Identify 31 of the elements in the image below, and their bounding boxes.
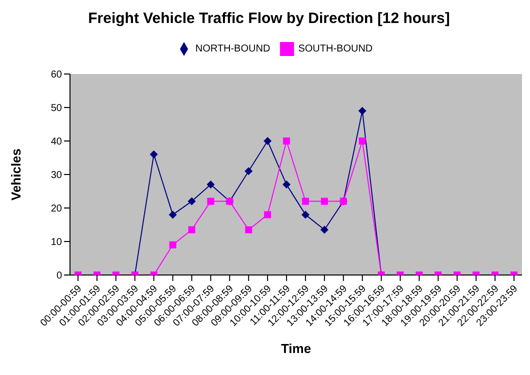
y-axis-title: Vehicles <box>8 148 24 201</box>
y-tick-label: 0 <box>56 270 62 282</box>
point <box>264 137 272 145</box>
point <box>302 198 309 205</box>
y-tick-label: 40 <box>50 136 62 148</box>
legend-label: SOUTH-BOUND <box>298 44 373 55</box>
y-tick-label: 10 <box>50 237 62 248</box>
point <box>283 138 290 144</box>
point <box>244 167 253 176</box>
point <box>168 210 177 219</box>
legend-label: NORTH-BOUND <box>195 44 270 55</box>
point <box>206 180 215 189</box>
point <box>150 150 158 158</box>
y-tick-label: 60 <box>50 70 62 81</box>
chart-title: Freight Vehicle Traffic Flow by Direction [12 hours] <box>87 10 451 29</box>
y-tick-label: 50 <box>50 103 62 114</box>
point <box>358 106 366 115</box>
point <box>169 241 176 248</box>
point <box>320 198 328 205</box>
point <box>188 226 196 234</box>
point <box>245 226 252 234</box>
y-tick-label: 30 <box>50 170 62 182</box>
point <box>264 211 272 218</box>
point <box>320 226 328 234</box>
y-tick-label: 20 <box>50 204 62 215</box>
point <box>301 210 310 219</box>
point <box>207 198 214 205</box>
point <box>188 197 196 206</box>
point <box>358 138 366 144</box>
x-axis-title: Time <box>280 341 312 356</box>
point <box>282 180 291 189</box>
